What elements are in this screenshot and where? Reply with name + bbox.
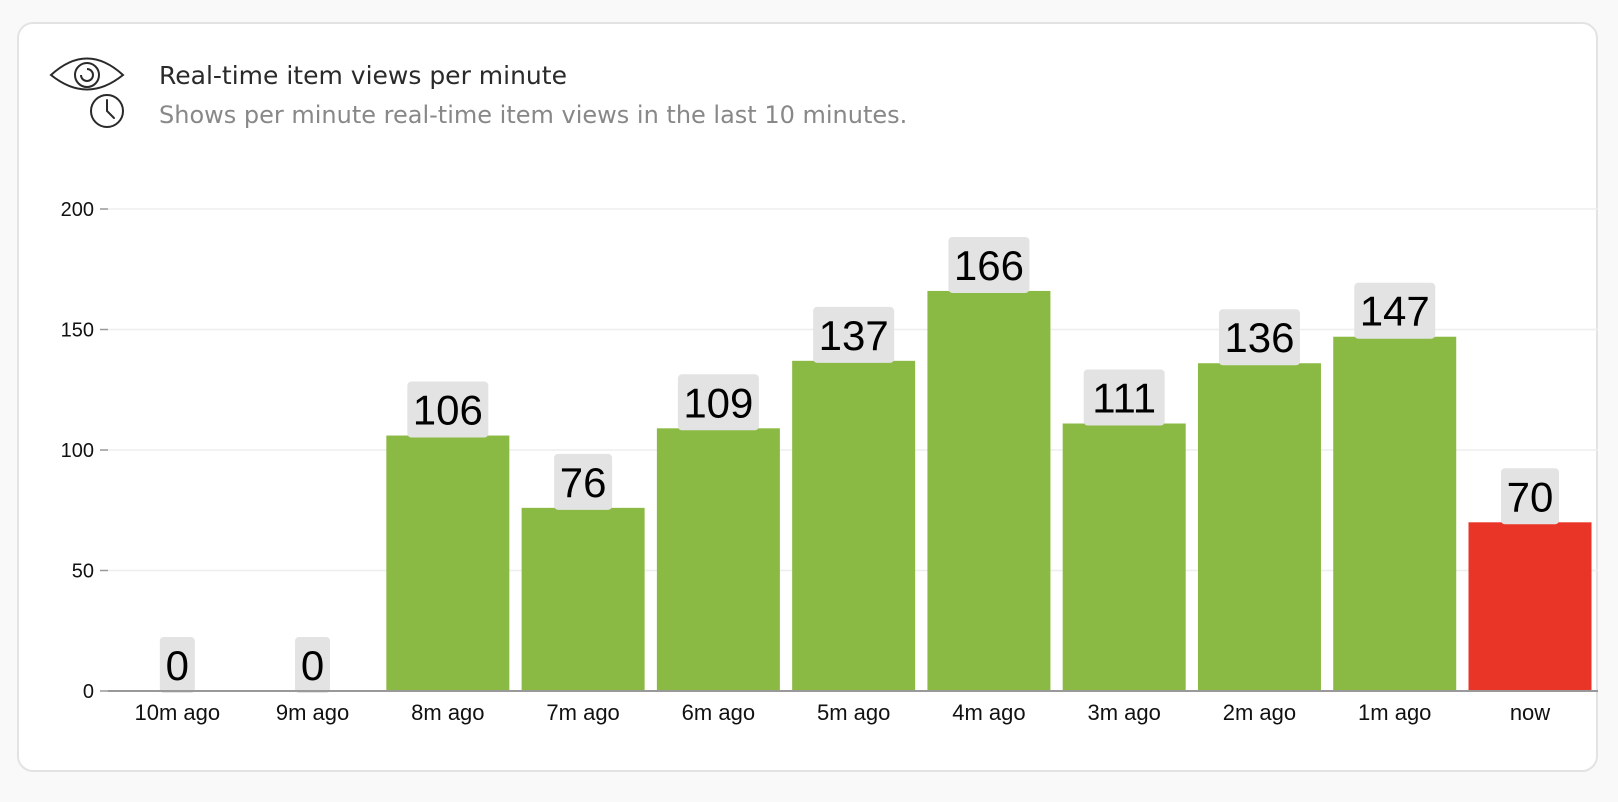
x-category-label: 1m ago (1358, 700, 1431, 725)
x-category-label: 6m ago (682, 700, 755, 725)
data-label-badge (1083, 369, 1165, 426)
x-category-label: 3m ago (1087, 700, 1160, 725)
data-label: 76 (560, 459, 607, 506)
bar (1062, 423, 1186, 691)
data-label: 0 (166, 642, 189, 689)
bar (1333, 336, 1457, 691)
x-category-label: 5m ago (817, 700, 890, 725)
x-category-label: 10m ago (134, 700, 220, 725)
y-tick-label: 50 (72, 561, 94, 583)
data-label-badge (159, 637, 195, 693)
bar (521, 507, 645, 691)
x-category-label: 7m ago (546, 700, 619, 725)
data-label-badge (813, 306, 895, 363)
data-label: 136 (1224, 314, 1294, 361)
data-label: 111 (1092, 374, 1156, 421)
data-label-badge (677, 374, 759, 431)
data-label: 106 (413, 387, 483, 434)
data-label: 109 (683, 379, 753, 426)
card-title: Real-time item views per minute (159, 61, 567, 90)
eye-clock-icon (49, 57, 125, 128)
data-label: 70 (1507, 473, 1554, 520)
data-label: 147 (1360, 288, 1430, 335)
x-category-label: 4m ago (952, 700, 1025, 725)
bar (1197, 363, 1321, 691)
bar (792, 360, 916, 691)
data-label-badge (295, 637, 331, 693)
y-tick-label: 150 (61, 320, 94, 342)
data-label-badge (554, 453, 613, 510)
x-category-label: 8m ago (411, 700, 484, 725)
data-label-badge (1501, 468, 1559, 525)
bar (927, 290, 1051, 691)
y-tick-label: 0 (83, 681, 94, 703)
bar (386, 435, 510, 691)
data-label: 166 (954, 242, 1024, 289)
x-category-label: 9m ago (276, 700, 349, 725)
y-tick-label: 200 (61, 199, 94, 221)
data-label-badge (948, 236, 1030, 293)
bar (1468, 522, 1592, 691)
data-label-badge (1218, 309, 1300, 366)
y-tick-label: 100 (61, 440, 94, 462)
data-label: 137 (819, 312, 889, 359)
card-subtitle: Shows per minute real-time item views in… (159, 101, 908, 129)
data-label: 0 (301, 642, 324, 689)
data-label-badge (1354, 282, 1436, 339)
x-category-label: 2m ago (1223, 700, 1296, 725)
x-category-label: now (1510, 700, 1550, 725)
data-label-badge (407, 381, 489, 438)
bar (656, 428, 780, 691)
